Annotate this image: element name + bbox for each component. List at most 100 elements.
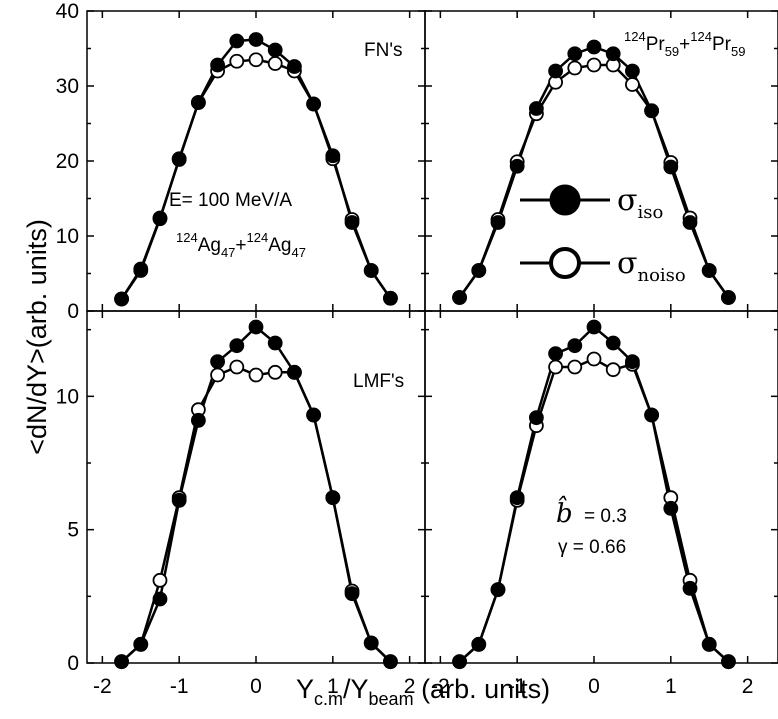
point-top-left-filled-14 xyxy=(383,290,398,306)
point-top-right-open-9 xyxy=(625,77,640,92)
point-top-right-filled-8 xyxy=(605,46,621,62)
point-top-left-filled-8 xyxy=(267,42,283,58)
point-top-right-filled-10 xyxy=(644,103,660,119)
point-top-right-filled-0 xyxy=(452,290,467,305)
y-tick-label-bottom-left-2: 10 xyxy=(56,385,79,408)
point-top-left-filled-9 xyxy=(287,59,302,74)
point-top-left-filled-3 xyxy=(171,152,187,167)
energy-label: E= 100 MeV/A xyxy=(169,190,292,211)
point-bottom-right-filled-12 xyxy=(682,580,698,596)
point-bottom-left-filled-6 xyxy=(229,338,245,354)
point-bottom-left-filled-12 xyxy=(344,586,360,602)
point-bottom-left-filled-0 xyxy=(114,654,129,670)
y-tick-label-top-left-2: 20 xyxy=(56,150,79,173)
system-label-pr: 124Pr59+124Pr59 xyxy=(624,29,745,59)
frame-bottom-left xyxy=(86,310,426,664)
point-bottom-right-open-8 xyxy=(605,362,621,378)
y-tick-label-bottom-left-1: 5 xyxy=(67,519,79,542)
param-b-value: = 0.3 xyxy=(584,506,627,527)
data-series xyxy=(114,32,736,670)
point-bottom-left-filled-7 xyxy=(248,319,264,335)
point-bottom-right-filled-3 xyxy=(509,490,525,506)
point-top-left-filled-4 xyxy=(190,95,206,110)
point-top-left-filled-11 xyxy=(325,148,341,164)
point-bottom-right-open-7 xyxy=(586,351,602,367)
point-top-left-open-8 xyxy=(267,56,283,71)
point-bottom-left-filled-5 xyxy=(210,354,225,370)
x-tick-label-bottom-right-1: -1 xyxy=(508,675,527,698)
point-top-left-filled-10 xyxy=(306,96,322,112)
param-gamma: γ = 0.66 xyxy=(558,537,626,558)
point-top-right-filled-7 xyxy=(586,39,602,55)
point-top-left-filled-0 xyxy=(114,291,129,307)
point-top-left-filled-2 xyxy=(152,210,168,226)
y-tick-label-bottom-left-0: 0 xyxy=(67,652,79,675)
point-bottom-right-filled-7 xyxy=(586,319,602,335)
y-tick-label-top-left-4: 40 xyxy=(56,0,79,23)
y-tick-label-top-left-0: 0 xyxy=(67,300,79,323)
point-top-left-filled-7 xyxy=(248,32,264,47)
point-bottom-left-open-8 xyxy=(267,364,283,380)
point-top-right-filled-3 xyxy=(509,158,525,174)
x-tick-label-bottom-left-3: 1 xyxy=(327,675,339,698)
point-top-left-open-6 xyxy=(229,53,245,69)
point-bottom-left-filled-9 xyxy=(287,364,302,380)
point-bottom-right-open-5 xyxy=(548,359,563,375)
point-bottom-right-filled-4 xyxy=(528,410,544,426)
point-top-left-filled-12 xyxy=(344,215,360,230)
point-top-right-filled-14 xyxy=(721,290,736,305)
point-bottom-right-open-6 xyxy=(567,359,583,375)
panel-frames xyxy=(86,10,778,664)
x-tick-label-bottom-left-1: -1 xyxy=(170,675,189,698)
x-tick-label-bottom-left-4: 2 xyxy=(404,675,416,698)
legend-label-noiso: σnoiso xyxy=(617,246,686,286)
y-tick-label-top-left-3: 30 xyxy=(56,75,79,98)
point-top-left-filled-5 xyxy=(210,57,225,73)
x-tick-label-bottom-right-0: -2 xyxy=(431,675,450,698)
point-top-right-open-6 xyxy=(567,60,583,76)
x-tick-label-bottom-right-4: 2 xyxy=(742,675,754,698)
annotation-fns: FN's xyxy=(364,40,402,61)
series-line-bottom-left-open xyxy=(120,365,392,663)
point-bottom-right-filled-8 xyxy=(605,335,621,351)
point-bottom-right-filled-13 xyxy=(701,636,717,652)
series-line-top-left-open xyxy=(120,58,392,300)
param-b-symbol: b̂ xyxy=(556,495,573,529)
y-tick-label-top-left-1: 10 xyxy=(56,225,79,248)
point-bottom-right-filled-6 xyxy=(567,338,583,354)
point-bottom-right-filled-1 xyxy=(471,636,487,652)
point-bottom-right-filled-9 xyxy=(625,354,640,370)
point-top-right-filled-5 xyxy=(548,63,563,79)
point-top-right-filled-9 xyxy=(625,63,640,79)
point-top-right-filled-6 xyxy=(567,46,583,62)
point-top-right-filled-1 xyxy=(471,263,487,278)
point-top-left-filled-1 xyxy=(133,261,149,277)
point-bottom-right-filled-10 xyxy=(644,407,660,423)
legend-label-iso: σiso xyxy=(617,183,663,223)
series-line-bottom-right-filled xyxy=(458,325,730,663)
series-line-top-left-filled xyxy=(120,38,392,300)
annotation-lmfs: LMF's xyxy=(353,371,404,392)
point-top-left-open-7 xyxy=(248,52,264,68)
point-top-right-filled-2 xyxy=(490,215,506,230)
series-line-top-right-filled xyxy=(458,45,730,299)
point-bottom-left-filled-3 xyxy=(171,492,187,508)
point-bottom-left-open-6 xyxy=(229,359,245,375)
frame-bottom-right xyxy=(424,310,778,664)
point-bottom-right-filled-11 xyxy=(663,500,679,516)
point-bottom-right-filled-2 xyxy=(490,582,506,598)
point-bottom-left-filled-14 xyxy=(383,654,398,670)
x-axis-title: Yc.m/Ybeam (arb. units) xyxy=(296,674,550,709)
x-tick-label-bottom-left-0: -2 xyxy=(93,675,112,698)
point-bottom-left-filled-8 xyxy=(267,335,283,351)
point-bottom-left-filled-1 xyxy=(133,636,149,652)
point-top-left-filled-6 xyxy=(229,33,245,49)
point-top-right-filled-4 xyxy=(528,101,544,116)
system-label-ag: 124Ag47+124Ag47 xyxy=(176,230,306,260)
point-top-left-filled-13 xyxy=(363,263,379,278)
legend-marker-iso xyxy=(549,184,581,216)
x-tick-label-bottom-left-2: 0 xyxy=(250,675,262,698)
point-bottom-right-filled-5 xyxy=(548,346,563,362)
y-axis-title: <dN/dY>(arb. units) xyxy=(22,219,52,455)
